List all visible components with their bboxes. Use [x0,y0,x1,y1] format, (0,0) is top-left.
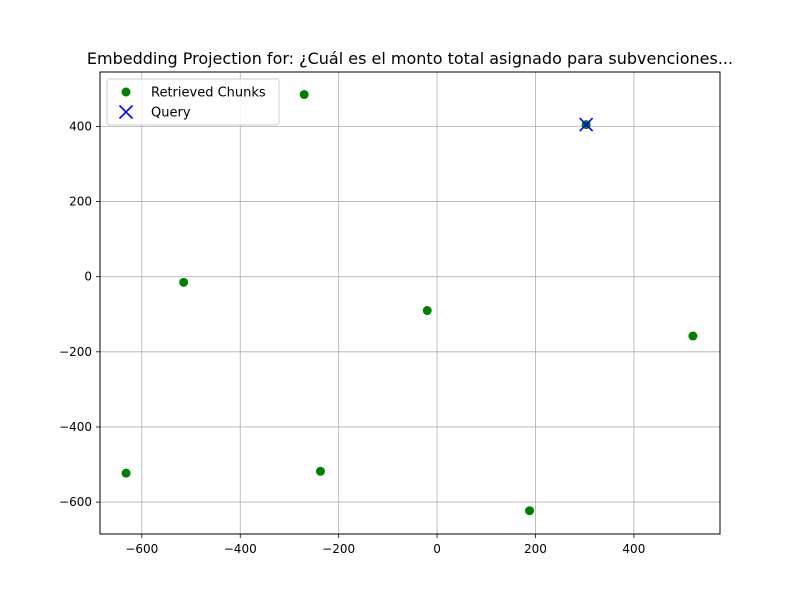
data-points [121,90,698,516]
y-tick-label: 0 [84,270,92,284]
x-tick-label: −200 [322,542,355,556]
y-tick-label: −200 [59,345,92,359]
chunk-point [121,468,131,478]
y-tick-label: 400 [69,119,92,133]
chunk-point [688,331,698,341]
query-marker-stroke [579,117,594,132]
axes: −600 −400 −200 0 200 400 −600 −400 −200 0 200 400 [59,119,645,556]
chunk-point [422,306,432,316]
chunk-point [179,277,189,287]
legend-marker-chunks [121,87,131,97]
y-tick-label: −400 [59,420,92,434]
y-tick-label: 200 [69,195,92,209]
y-tick-label: −600 [59,495,92,509]
x-tick-label: −600 [125,542,158,556]
query-marker [579,117,594,132]
x-tick-label: 200 [524,542,547,556]
x-tick-label: 0 [433,542,441,556]
grid [100,72,720,534]
x-tick-label: −400 [224,542,257,556]
chunk-point [315,466,325,476]
legend-marker-stroke [118,104,134,120]
plot-frame [99,71,721,535]
legend-marker-query [118,104,134,120]
legend-label: Query [151,106,191,121]
legend-label: Retrieved Chunks [151,86,266,101]
chunk-point [525,506,535,516]
x-tick-label: 400 [622,542,645,556]
legend: Retrieved Chunks Query [106,78,280,126]
chunk-point [299,90,309,100]
chart-title: Embedding Projection for: ¿Cuál es el mo… [87,49,733,68]
legend-box [106,78,280,126]
